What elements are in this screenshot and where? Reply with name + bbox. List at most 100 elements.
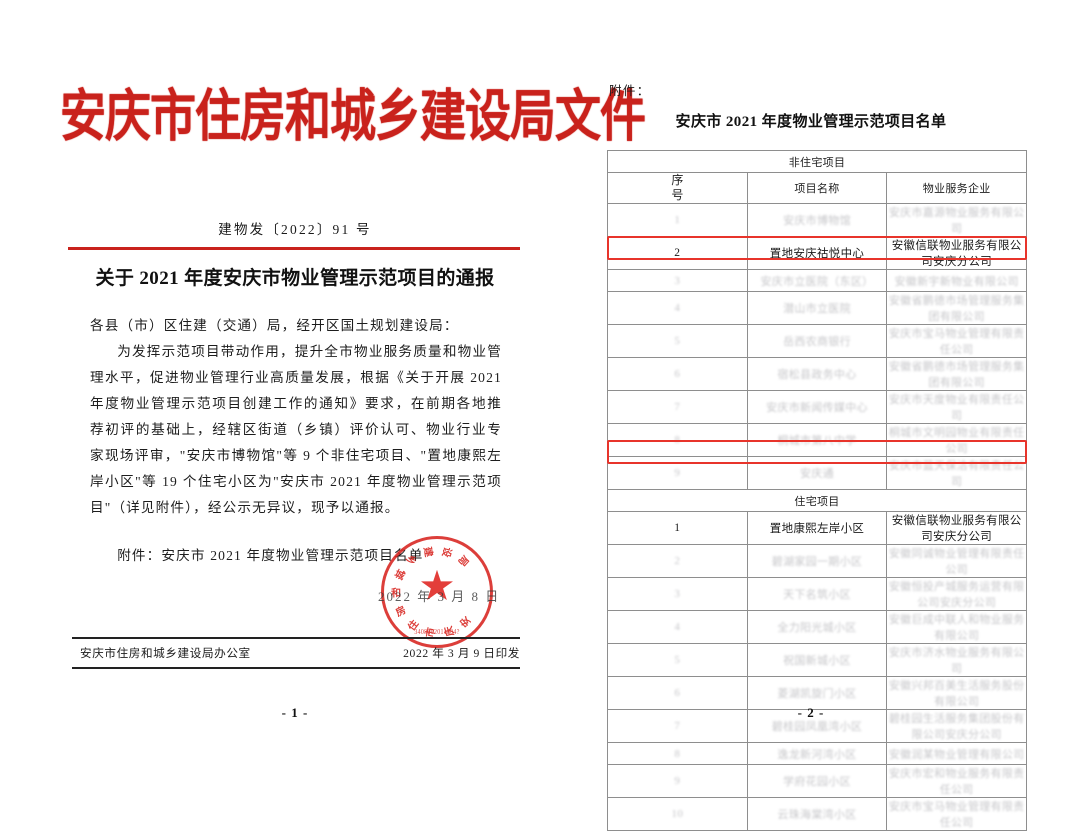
body-paragraph-main: 为发挥示范项目带动作用，提升全市物业服务质量和物业管理水平，促进物业管理行业高质… (90, 344, 502, 515)
table-row: 2 碧湖家园一期小区 安徽同诚物业管理有限责任公司 (607, 544, 1027, 578)
red-divider-rule (68, 247, 520, 250)
cell-index: 7 (607, 390, 748, 424)
cell-project-name: 学府花园小区 (746, 764, 888, 798)
cell-project-name: 安庆市立医院（东区） (746, 269, 888, 292)
footer-rule-top (72, 637, 520, 639)
cell-service-company: 安徽省鹏德市场管理服务集团有限公司 (886, 291, 1027, 325)
seal-ring-char: 和 (391, 588, 401, 600)
cell-service-company: 安徽巨成中联人和物业服务有限公司 (886, 610, 1027, 644)
official-seal: 安庆市住房和城乡建设局 ★ 3408002011804? (381, 536, 493, 648)
cell-service-company: 安徽恒投产城服务运营有限公司安庆分公司 (886, 577, 1027, 611)
page-number-2: - 2 - (797, 705, 825, 720)
cell-project-name: 安庆市新闻传媒中心 (746, 390, 888, 424)
cell-index: 10 (607, 797, 748, 831)
table-row: 7 安庆市新闻传媒中心 安庆市天度物业有限责任公司 (607, 390, 1027, 424)
cell-service-company: 安庆市宝马物业管理有限责任公司 (886, 324, 1027, 358)
cell-project-name: 桐城市第八中学 (746, 423, 888, 457)
cell-service-company: 安庆市宝马物业管理有限责任公司 (886, 797, 1027, 831)
cell-service-company: 碧桂园生活服务集团股份有限公司安庆分公司 (886, 709, 1027, 743)
seal-date: 2022 年 3 月 8 日 (378, 589, 501, 604)
document-number: 建物发〔2022〕91 号 (218, 222, 372, 237)
page-1: 安庆市住房和城乡建设局文件 建物发〔2022〕91 号 关于 2021 年度安庆… (60, 0, 646, 764)
cell-index: 8 (607, 742, 748, 765)
cell-service-company: 安庆市济水物业服务有限公司 (886, 643, 1027, 677)
cell-index: 4 (607, 291, 748, 325)
cell-project-name: 宿松县政务中心 (746, 357, 888, 391)
page-title: 关于 2021 年度安庆市物业管理示范项目的通报 (95, 268, 495, 289)
table-header-row: 序号项目名称 物业服务企业 (607, 172, 1027, 204)
cell-service-company: 安徽同诚物业管理有限责任公司 (886, 544, 1027, 578)
cell-project-name: 碧湖家园一期小区 (746, 544, 888, 578)
table-row: 6 菱湖凯旋门小区 安徽兴邦百美生活服务股份有限公司 (607, 676, 1027, 710)
page-number-1: - 1 - (281, 705, 309, 720)
table-section-title: 非住宅项目 (607, 150, 1027, 173)
cell-project-name: 置地康熙左岸小区 (746, 511, 888, 545)
cell-project-name: 安庆市博物馆 (746, 203, 888, 237)
table-row: 1 安庆市博物馆 安庆市嘉源物业服务有限公司 (607, 203, 1027, 237)
cell-service-company: 安徽信联物业服务有限公司安庆分公司 (886, 236, 1027, 270)
cell-service-company: 桐城市文明园物业有限责任公司 (886, 423, 1027, 457)
seal-code: 3408002011804? (414, 628, 460, 636)
column-header-project-name: 项目名称 (746, 172, 888, 204)
cell-project-name: 潜山市立医院 (746, 291, 888, 325)
cell-project-name: 天下名筑小区 (746, 577, 888, 611)
cell-index: 3 (607, 269, 748, 292)
table-row: 6 宿松县政务中心 安徽省鹏德市场管理服务集团有限公司 (607, 357, 1027, 391)
cell-index: 7 (607, 709, 748, 743)
table-row: 5 祝国新城小区 安庆市济水物业服务有限公司 (607, 643, 1027, 677)
page-2: 附件： 安庆市 2021 年度物业管理示范项目名单 非住宅项目序号项目名称 物业服… (595, 0, 1040, 831)
cell-service-company: 安庆市天度物业有限责任公司 (886, 390, 1027, 424)
cell-index: 5 (607, 643, 748, 677)
cell-project-name: 祝国新城小区 (746, 643, 888, 677)
cell-project-name: 云珠海棠湾小区 (746, 797, 888, 831)
cell-service-company: 安徽省鹏德市场管理服务集团有限公司 (886, 357, 1027, 391)
cell-service-company: 安徽信联物业服务有限公司安庆分公司 (886, 511, 1027, 545)
footer-print-date: 2022 年 3 月 9 日印发 (403, 647, 520, 660)
cell-project-name: 安庆通 (746, 456, 888, 490)
table-row: 1 置地康熙左岸小区 安徽信联物业服务有限公司安庆分公司 (607, 511, 1027, 545)
table-row: 3 天下名筑小区 安徽恒投产城服务运营有限公司安庆分公司 (607, 577, 1027, 611)
table-section-title: 住宅项目 (607, 489, 1027, 512)
body-text: 各县（市）区住建（交通）局，经开区国土规划建设局： 为发挥示范项目带动作用，提升… (90, 313, 502, 569)
seal-ring-char: 乡 (403, 553, 419, 568)
cell-index: 9 (607, 764, 748, 798)
cell-index: 2 (607, 544, 748, 578)
document-header-block: 安庆市住房和城乡建设局文件 (60, 87, 646, 146)
table-row: 4 全力阳光城小区 安徽巨成中联人和物业服务有限公司 (607, 610, 1027, 644)
cell-service-company: 安庆市嘉源物业服务有限公司 (886, 203, 1027, 237)
cell-project-name: 逸龙新河湾小区 (746, 742, 888, 765)
table-row: 5 岳西农商银行 安庆市宝马物业管理有限责任公司 (607, 324, 1027, 358)
list-title: 安庆市 2021 年度物业管理示范项目名单 (675, 114, 947, 130)
cell-service-company: 安徽润某物业管理有限公司 (886, 742, 1027, 765)
seal-ring-text: 安庆市住房和城乡建设局 (384, 539, 490, 645)
issuing-organization-header: 安庆市住房和城乡建设局文件 (60, 85, 646, 148)
cell-service-company: 安庆市蓝天保洁有限责任公司 (886, 456, 1027, 490)
cell-index: 8 (607, 423, 748, 457)
cell-index: 4 (607, 610, 748, 644)
table-row: 9 安庆通 安庆市蓝天保洁有限责任公司 (607, 456, 1027, 490)
table-row: 8 逸龙新河湾小区 安徽润某物业管理有限公司 (607, 742, 1027, 765)
table-section-row: 非住宅项目 (607, 150, 1027, 173)
body-paragraph-attachment: 附件：安庆市 2021 年度物业管理示范项目名单 (117, 548, 424, 563)
table-row: 9 学府花园小区 安庆市宏和物业服务有限责任公司 (607, 764, 1027, 798)
cell-project-name: 岳西农商银行 (746, 324, 888, 358)
cell-index: 6 (607, 357, 748, 391)
cell-index: 9 (607, 456, 748, 490)
seal-ring-char: 城 (392, 568, 407, 583)
seal-ring-char: 设 (439, 545, 453, 559)
cell-index: 6 (607, 676, 748, 710)
cell-index: 5 (607, 324, 748, 358)
footer-rule-bottom (72, 667, 520, 669)
table-row: 10 云珠海棠湾小区 安庆市宝马物业管理有限责任公司 (607, 797, 1027, 831)
cell-project-name: 全力阳光城小区 (746, 610, 888, 644)
cell-project-name: 置地安庆祜悦中心 (746, 236, 888, 270)
seal-ring-char: 建 (421, 546, 434, 559)
table-row: 2 置地安庆祜悦中心 安徽信联物业服务有限公司安庆分公司 (607, 236, 1027, 270)
footer-issuing-office: 安庆市住房和城乡建设局办公室 (80, 647, 251, 660)
table-row: 8 桐城市第八中学 桐城市文明园物业有限责任公司 (607, 423, 1027, 457)
document-sheet: 安庆市住房和城乡建设局文件 建物发〔2022〕91 号 关于 2021 年度安庆… (60, 0, 1040, 831)
body-paragraph-salutation: 各县（市）区住建（交通）局，经开区国土规划建设局： (90, 318, 459, 333)
project-list-table: 非住宅项目序号项目名称 物业服务企业 1 安庆市博物馆 安庆市嘉源物业服务有限公司 2 置地… (607, 150, 1027, 831)
attachment-label: 附件： (609, 84, 651, 98)
table-row: 3 安庆市立医院（东区） 安徽新宇新物业有限公司 (607, 269, 1027, 292)
